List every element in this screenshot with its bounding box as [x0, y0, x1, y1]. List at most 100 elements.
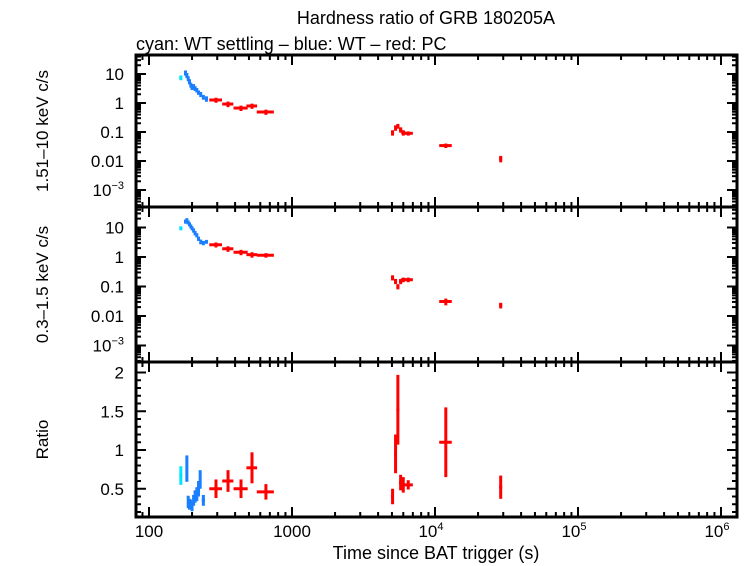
y-axis-label: 1.51–10 keV c/s [33, 70, 52, 192]
y-tick-label: 0.1 [100, 278, 124, 297]
data-point [439, 143, 452, 149]
data-point [396, 374, 400, 445]
data-point [190, 226, 194, 231]
y-tick-label: 1.5 [100, 402, 124, 421]
data-point [398, 278, 403, 285]
data-point [201, 494, 205, 506]
series-wt_settling [179, 466, 183, 485]
y-tick-label: 0.01 [91, 152, 124, 171]
data-point [246, 103, 258, 109]
data-point [256, 484, 274, 500]
data-point [193, 231, 197, 236]
data-point [185, 455, 189, 482]
panel-frame [134, 360, 739, 519]
data-point [246, 452, 258, 484]
data-point [222, 246, 234, 252]
data-point [403, 480, 413, 490]
x-tick-label: 1000 [273, 522, 311, 541]
x-tick-label-exponent: 5 [580, 521, 586, 533]
series-wt_settling [179, 75, 183, 81]
series-wt [184, 218, 208, 246]
panel-ratio: 2 1.5 1 0.5 Ratio [33, 360, 739, 519]
data-point [499, 475, 503, 499]
x-tick-label-exponent: 4 [437, 521, 443, 533]
data-point [499, 302, 503, 309]
data-point [197, 236, 201, 241]
series-wt_settling [179, 226, 183, 231]
data-point [256, 253, 274, 258]
data-point [201, 94, 205, 100]
data-point [209, 242, 223, 248]
y-tick-label: 10−3 [93, 180, 124, 200]
data-point [256, 109, 274, 115]
data-point [396, 123, 400, 129]
data-point [190, 501, 194, 512]
y-axis-label: Ratio [33, 420, 52, 460]
panel-frame [134, 205, 739, 364]
y-axis-label: 0.3–1.5 keV c/s [33, 226, 52, 343]
data-point [394, 434, 398, 474]
series-wt [185, 455, 205, 512]
data-point [394, 278, 398, 285]
data-point [222, 101, 234, 108]
x-tick-label: 100 [135, 522, 163, 541]
data-point [439, 298, 452, 306]
data-point [197, 90, 201, 95]
data-point [209, 479, 223, 499]
data-point [179, 466, 183, 485]
data-point [398, 474, 403, 491]
x-tick-label-exponent: 6 [723, 521, 729, 533]
data-point [233, 479, 248, 499]
data-point [204, 239, 208, 244]
data-point [391, 275, 395, 281]
data-point [233, 105, 248, 111]
data-point [246, 252, 258, 258]
x-tick-label: 104 [418, 521, 443, 541]
x-tick-labels: 100 1000 104 105 106 [135, 521, 730, 541]
data-point [204, 96, 208, 102]
x-tick-label: 106 [704, 521, 729, 541]
data-point [403, 277, 413, 283]
x-axis-label: Time since BAT trigger (s) [333, 543, 540, 563]
data-point [198, 470, 202, 489]
panel-hard-band: 10 1 0.1 0.01 10−3 1.51–10 keV c/s [33, 53, 739, 209]
chart-title: Hardness ratio of GRB 180205A [297, 8, 555, 28]
series-wt [184, 70, 208, 102]
panel-soft-band: 10 1 0.1 0.01 10−3 0.3–1.5 keV c/s [33, 205, 739, 364]
y-tick-label: 0.01 [91, 307, 124, 326]
data-point [396, 284, 400, 290]
series-pc [209, 242, 503, 309]
y-tick-label: 1 [115, 94, 124, 113]
data-point [439, 407, 452, 478]
data-point [201, 240, 205, 246]
y-tick-label: 10−3 [93, 336, 124, 356]
y-tick-label: 0.1 [100, 123, 124, 142]
chart-subtitle: cyan: WT settling – blue: WT – red: PC [136, 34, 446, 54]
y-tick-label: 0.5 [100, 480, 124, 499]
series-pc [209, 97, 503, 163]
y-tick-label: 10 [105, 65, 124, 84]
y-tick-label: 2 [115, 364, 124, 383]
data-point [391, 488, 395, 505]
y-tick-label-exponent: −3 [111, 180, 124, 192]
data-point [209, 97, 223, 103]
data-point [199, 239, 203, 245]
data-point [195, 233, 199, 238]
data-point [179, 75, 183, 81]
data-point [222, 470, 234, 492]
y-tick-label: 1 [115, 441, 124, 460]
data-point [391, 130, 395, 136]
data-point [398, 127, 403, 133]
data-point [499, 155, 503, 163]
data-point [195, 87, 199, 93]
data-point [403, 131, 413, 136]
panel-frame [134, 53, 739, 209]
data-point [199, 91, 203, 98]
x-tick-label: 105 [561, 521, 586, 541]
series-pc [209, 374, 503, 505]
y-tick-label-exponent: −3 [111, 336, 124, 348]
y-tick-label: 10 [105, 219, 124, 238]
y-tick-label: 1 [115, 248, 124, 267]
